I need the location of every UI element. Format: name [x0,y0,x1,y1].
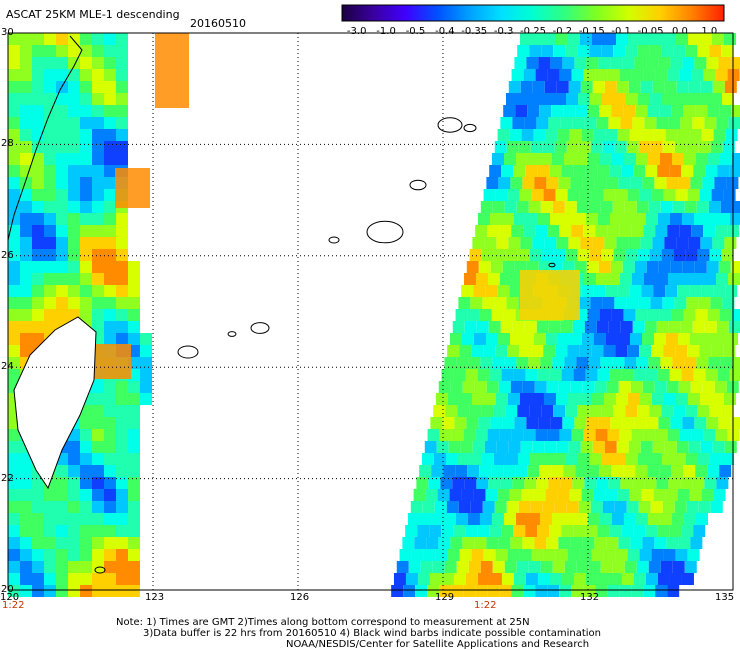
longitude-label: 123 [145,592,165,603]
colorbar-tick-label: -0.3 [493,26,514,37]
colorbar-gradient [341,4,725,22]
colorbar-tick-label: -0.2 [552,26,573,37]
longitude-label: 120 [0,592,20,603]
longitude-label: 129 [435,592,455,603]
note-line-2: 3)Data buffer is 22 hrs from 20160510 4)… [143,628,601,639]
note-line-1: Note: 1) Times are GMT 2)Times along bot… [116,617,530,628]
colorbar-tick-label: -0.4 [435,26,455,37]
colorbar-tick-label: 1.0 [701,26,718,37]
island-outline [227,331,237,337]
longitude-label: 135 [715,592,735,603]
colorbar-tick-label: 0.0 [671,26,688,37]
latitude-label: 22 [1,472,14,484]
colorbar-tick-label: -3.0 [346,26,367,37]
colorbar-tick-label: -0.25 [520,26,546,37]
latitude-label: 24 [1,361,14,373]
latitude-label: 26 [1,249,14,261]
island-outline [548,262,556,268]
swath-time-left: 1:22 [2,600,25,611]
island-outline [366,220,404,244]
product-title: ASCAT 25KM MLE-1 descending [6,8,180,21]
latitude-label: 30 [1,27,14,38]
latitude-label: 28 [1,138,14,150]
island-outline [94,566,106,574]
longitude-label: 126 [290,592,310,603]
taiwan-land-mask [14,317,96,488]
longitude-label: 132 [580,592,600,603]
colorbar [341,4,725,22]
island-outline [437,117,463,133]
map-frame [7,32,734,591]
island-outline [250,322,270,334]
taiwan-coastline [13,316,97,490]
colorbar-tick-label: -0.15 [578,26,605,37]
colorbar-tick-label: -0.1 [611,26,631,37]
colorbar-tick-label: -0.5 [405,26,426,37]
swath-data [8,33,740,597]
swath-time-right: 1:22 [474,600,497,611]
island-outline [177,345,199,359]
coastlines [7,35,556,574]
product-date: 20160510 [190,17,246,30]
latitude-label: 20 [1,584,14,595]
island-outline [463,123,477,133]
colorbar-tick-label: -0.05 [637,26,664,37]
china-coastline [7,35,83,241]
colorbar-tick-label: -0.35 [461,26,488,37]
island-outline [328,236,340,244]
note-line-3: NOAA/NESDIS/Center for Satellite Applica… [286,639,590,650]
colorbar-tick-label: -1.0 [376,26,396,37]
island-outline [409,179,427,191]
